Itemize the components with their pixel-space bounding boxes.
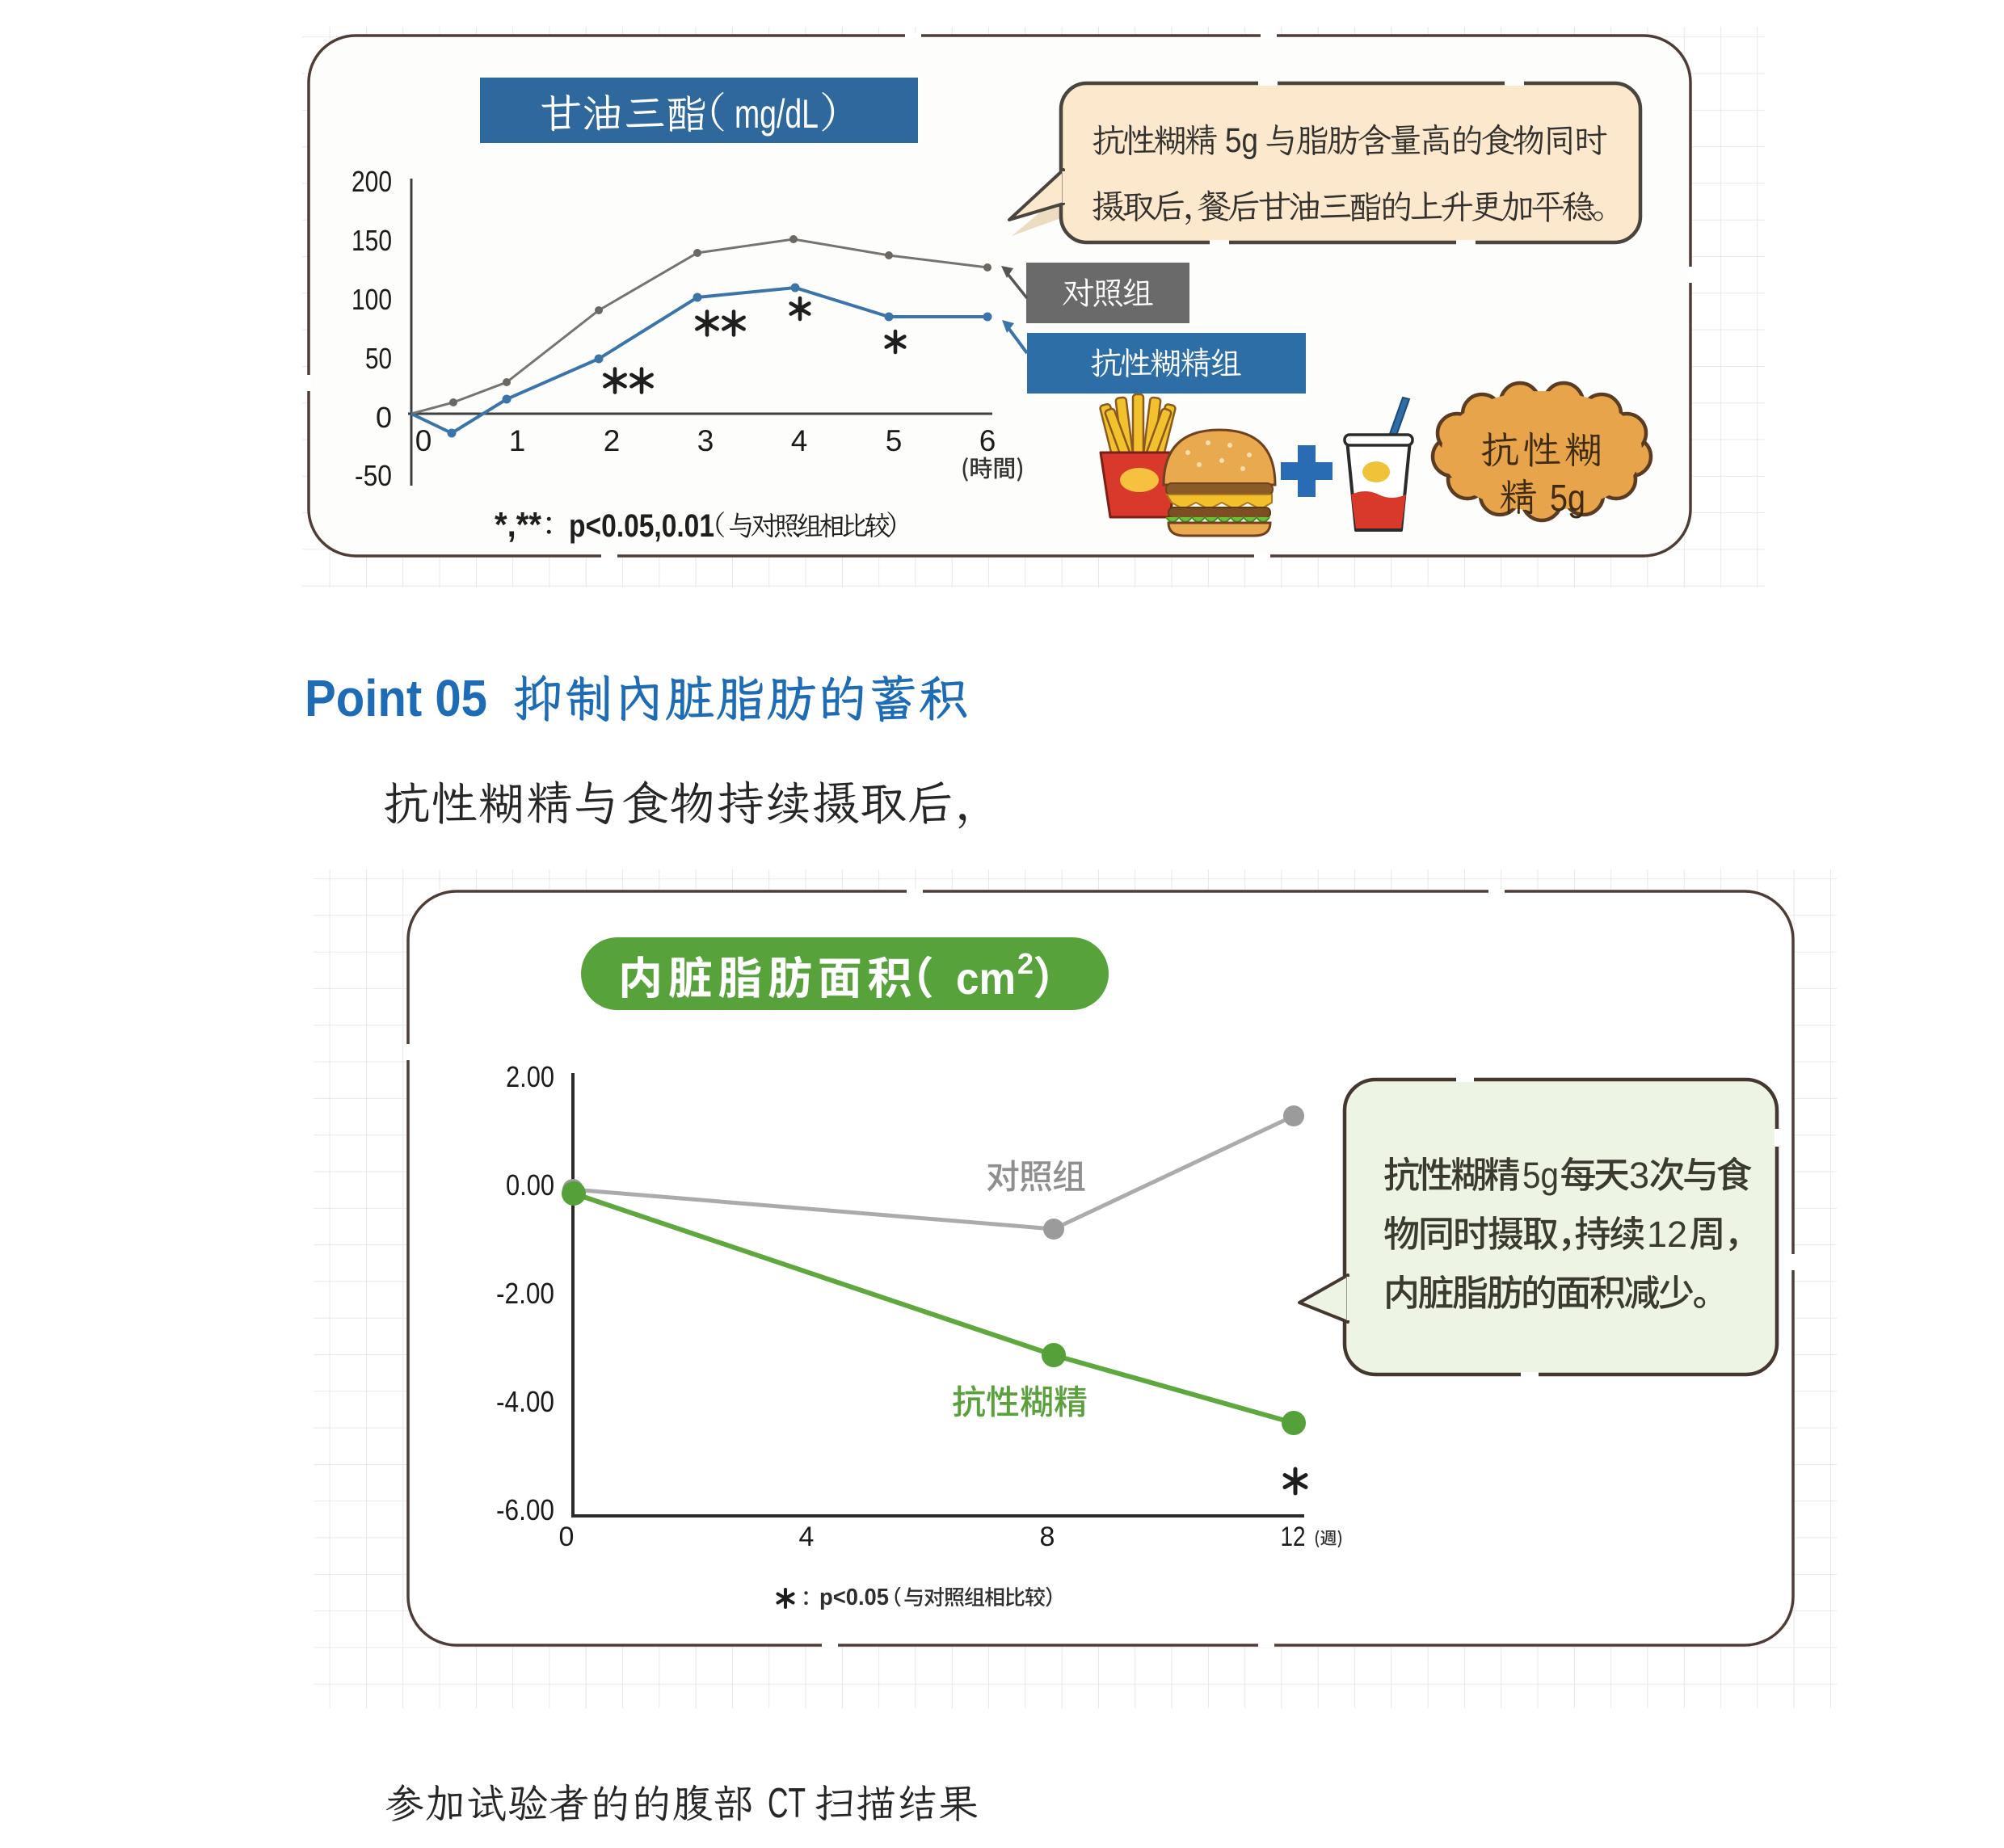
svg-text:200: 200 xyxy=(352,165,392,198)
svg-text:CT: CT xyxy=(768,1780,806,1827)
svg-text:-4.00: -4.00 xyxy=(496,1385,554,1418)
svg-text:0: 0 xyxy=(376,401,392,434)
svg-text:mg/dL: mg/dL xyxy=(735,91,819,137)
svg-text:3: 3 xyxy=(697,424,714,457)
svg-text:Point 05: Point 05 xyxy=(305,669,487,727)
svg-text:cm: cm xyxy=(956,953,1016,1004)
svg-text:2: 2 xyxy=(1017,947,1034,980)
svg-text:5g: 5g xyxy=(1522,1155,1559,1196)
svg-text:6: 6 xyxy=(979,424,996,457)
svg-text:2.00: 2.00 xyxy=(506,1060,554,1093)
svg-text:5g: 5g xyxy=(1225,121,1258,160)
svg-text:-2.00: -2.00 xyxy=(496,1277,554,1310)
svg-text:0: 0 xyxy=(415,424,432,457)
svg-text:1: 1 xyxy=(509,424,526,457)
svg-text:5g: 5g xyxy=(1550,477,1585,519)
svg-text:-50: -50 xyxy=(355,459,392,492)
svg-text:8: 8 xyxy=(1040,1522,1055,1552)
svg-text:150: 150 xyxy=(352,224,392,257)
svg-text:0: 0 xyxy=(559,1522,575,1552)
svg-text:*,**: *,** xyxy=(495,505,542,545)
svg-text:p<0.05,0.01: p<0.05,0.01 xyxy=(569,508,714,544)
svg-text:5: 5 xyxy=(886,424,903,457)
svg-text:4: 4 xyxy=(799,1522,815,1552)
svg-text:4: 4 xyxy=(791,424,808,457)
svg-text:p<0.05: p<0.05 xyxy=(819,1585,889,1610)
svg-text:50: 50 xyxy=(365,342,392,375)
svg-text:100: 100 xyxy=(352,283,392,316)
svg-text:12: 12 xyxy=(1281,1522,1306,1552)
svg-text:0.00: 0.00 xyxy=(506,1168,554,1202)
svg-text:12: 12 xyxy=(1647,1214,1687,1255)
svg-text:2: 2 xyxy=(604,424,621,457)
svg-text:-6.00: -6.00 xyxy=(496,1493,554,1526)
svg-text:3: 3 xyxy=(1629,1155,1649,1196)
